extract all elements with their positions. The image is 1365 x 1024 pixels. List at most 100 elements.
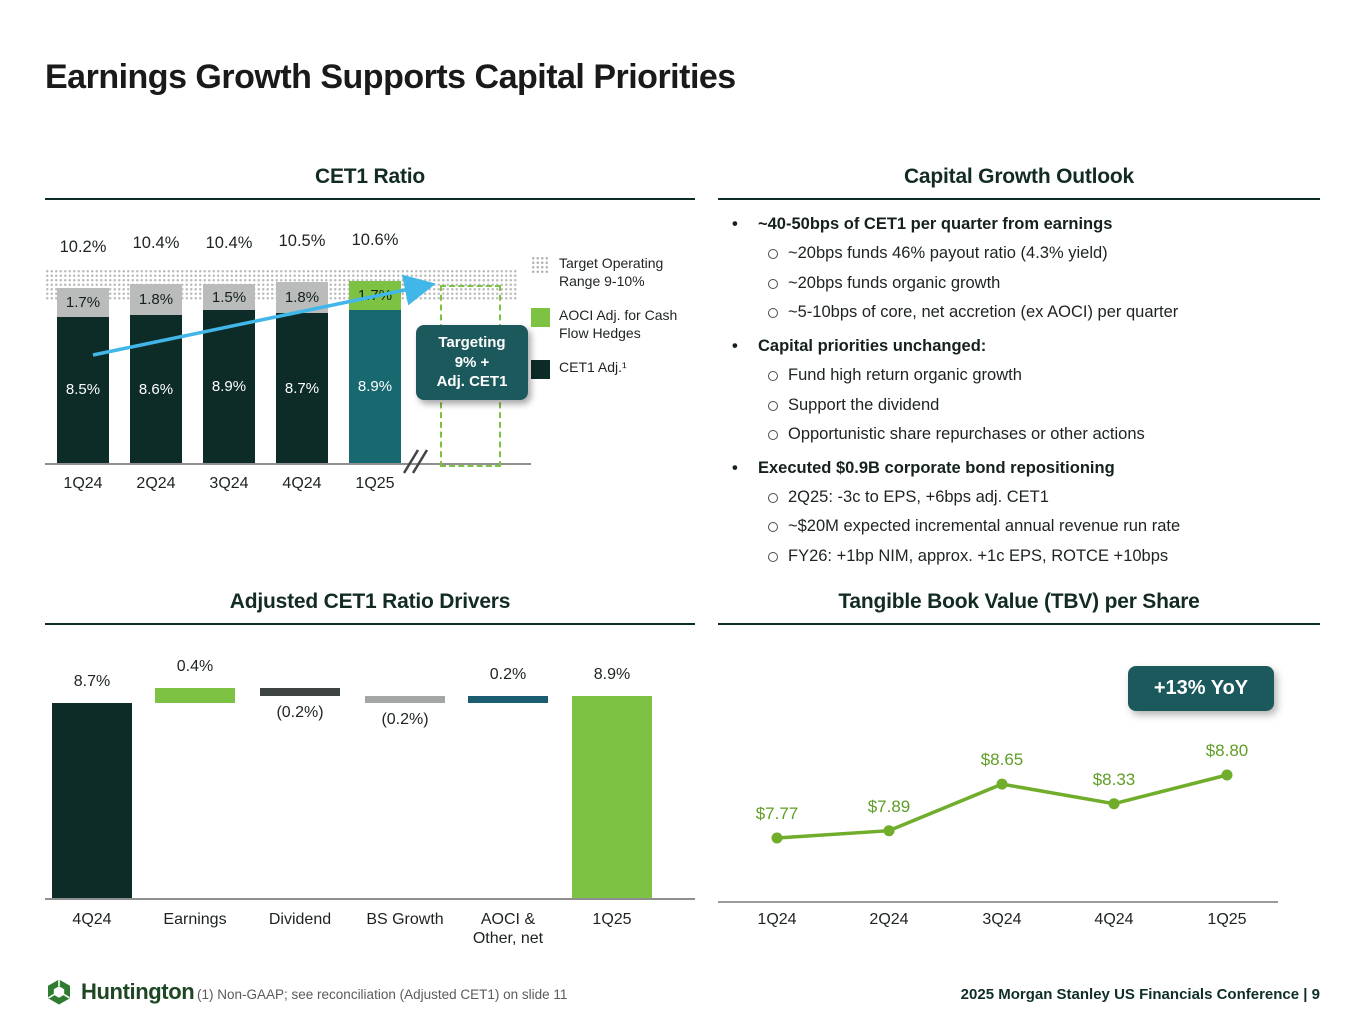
tbv-x-axis (718, 901, 1278, 903)
outlook-sub-text: Opportunistic share repurchases or other… (788, 425, 1145, 444)
cet1-bar-bottom-2Q24: 8.6% (130, 315, 182, 463)
tbv-chart-title: Tangible Book Value (TBV) per Share (718, 590, 1320, 625)
aoci-swatch-icon (531, 307, 550, 327)
tbv-line-icon (771, 769, 1233, 844)
waterfall-value-3: (0.2%) (381, 711, 429, 728)
cet1-axis-2Q24: 2Q24 (136, 475, 176, 492)
waterfall-bar-3 (365, 695, 445, 703)
waterfall-bar-5 (572, 695, 652, 898)
tbv-axis-3Q24: 3Q24 (982, 911, 1022, 928)
waterfall-value-4: 0.2% (489, 665, 527, 683)
tbv-axis-2Q24: 2Q24 (869, 911, 909, 928)
waterfall-value-0: 8.7% (73, 673, 111, 690)
bullet-dot-icon: • (732, 336, 738, 355)
cet1-chart: 8.5% 1.7% 10.2% 1Q24 8.6% 1.8% 10.4% 2Q24 8.9% 1.… (45, 203, 695, 565)
cet1-axis-1Q24: 1Q24 (63, 475, 103, 492)
outlook-sub-2-0: 2Q25: -3c to EPS, +6bps adj. CET1 (768, 487, 1320, 508)
tbv-chart: +13% YoY $7.77 1Q24 $7.89 2Q24 $8.65 3Q24 $8.3… (718, 628, 1320, 970)
sub-bullet-dot-icon (768, 551, 778, 562)
targeting-callout-line3: Adj. CET1 (436, 373, 508, 390)
waterfall-axis-1: Earnings (163, 911, 227, 928)
targeting-callout-line2: 9% + (454, 353, 490, 371)
waterfall-value-2: (0.2%) (276, 703, 324, 721)
outlook-bullet-2: • Executed $0.9B corporate bond repositio… (732, 458, 1320, 479)
cet1-legend: Target Operating Range 9-10% AOCI Adj. f… (531, 255, 691, 379)
outlook-sub-text: 2Q25: -3c to EPS, +6bps adj. CET1 (788, 487, 1049, 506)
tbv-value-1Q25: $8.80 (1205, 740, 1249, 760)
waterfall-chart-title: Adjusted CET1 Ratio Drivers (45, 590, 695, 625)
tbv-value-3Q24: $8.65 (980, 750, 1024, 770)
cet1-bar-top-2Q24: 1.8% (130, 284, 182, 316)
conference-footer: 2025 Morgan Stanley US Financials Confer… (960, 986, 1320, 1003)
outlook-sub-text: FY26: +1bp NIM, approx. +1c EPS, ROTCE +… (788, 546, 1169, 565)
huntington-logo: Huntington (45, 978, 195, 1006)
waterfall-axis-5: 1Q25 (592, 911, 632, 928)
cet1-chart-title: CET1 Ratio (45, 165, 695, 200)
cet1-axis-1Q25: 1Q25 (355, 475, 395, 492)
outlook-sub-text: Fund high return organic growth (788, 366, 1022, 385)
capital-growth-outlook-section: Capital Growth Outlook • ~40-50bps of CET… (718, 165, 1320, 575)
bullet-dot-icon: • (732, 458, 738, 477)
outlook-sub-2-1: ~$20M expected incremental annual revenu… (768, 516, 1320, 537)
cet1-total-1Q24: 10.2% (59, 237, 107, 256)
cet1-total-2Q24: 10.4% (132, 234, 180, 253)
bullet-dot-icon: • (732, 215, 738, 233)
sub-bullet-dot-icon (768, 308, 778, 319)
waterfall-axis-3: BS Growth (366, 911, 444, 928)
tbv-value-1Q24: $7.77 (755, 804, 799, 823)
cet1-bar-bottom-1Q24: 8.5% (57, 316, 109, 463)
legend-item-target-range: Target Operating Range 9-10% (531, 255, 691, 291)
outlook-sub-text: ~20bps funds 46% payout ratio (4.3% yiel… (788, 244, 1108, 263)
tbv-axis-1Q24: 1Q24 (757, 911, 797, 928)
tbv-axis-1Q25: 1Q25 (1207, 911, 1247, 928)
outlook-bullet-1: • Capital priorities unchanged: (732, 336, 1320, 357)
legend-item-aoci: AOCI Adj. for Cash Flow Hedges (531, 307, 691, 343)
cet1-bar-top-1Q25: 1.7% (349, 280, 401, 310)
outlook-sub-text: ~20bps funds organic growth (788, 273, 1001, 292)
waterfall-bar-2 (260, 688, 340, 696)
tbv-value-4Q24: $8.33 (1092, 769, 1136, 789)
cet1-adj-swatch-icon (531, 359, 550, 379)
legend-item-cet1-adj: CET1 Adj.¹ (531, 359, 691, 379)
waterfall-value-1: 0.4% (176, 658, 214, 675)
cet1-total-1Q25: 10.6% (351, 230, 399, 249)
outlook-sub-text: ~5-10bps of core, net accretion (ex AOCI… (788, 303, 1179, 322)
outlook-sub-1-2: Opportunistic share repurchases or other… (768, 424, 1320, 445)
waterfall-bar-4 (468, 695, 548, 703)
waterfall-x-axis (45, 898, 695, 900)
cet1-bar-top-3Q24: 1.5% (203, 284, 255, 310)
cet1-total-4Q24: 10.5% (278, 232, 326, 251)
cet1-axis-3Q24: 3Q24 (209, 475, 249, 492)
outlook-sub-1-1: Support the dividend (768, 395, 1320, 416)
huntington-hexagon-icon (47, 979, 71, 1005)
outlook-sub-1-0: Fund high return organic growth (768, 365, 1320, 386)
targeting-callout-line1: Targeting (438, 334, 506, 351)
outlook-sub-0-0: ~20bps funds 46% payout ratio (4.3% yiel… (768, 243, 1320, 264)
sub-bullet-dot-icon (768, 522, 778, 533)
targeting-callout: Targeting 9% + Adj. CET1 (416, 325, 528, 400)
footnote: (1) Non-GAAP; see reconciliation (Adjust… (197, 987, 568, 1002)
cet1-ratio-section: CET1 Ratio 8.5% 1.7% 10.2% 1Q24 8.6% 1.8% 10.4… (45, 165, 695, 565)
cet1-bar-bottom-4Q24: 8.7% (276, 313, 328, 463)
cet1-bar-top-1Q24: 1.7% (57, 287, 109, 317)
waterfall-axis-2: Dividend (268, 911, 332, 928)
outlook-bullet-text: Capital priorities unchanged: (758, 336, 987, 355)
tbv-value-2Q24: $7.89 (867, 796, 911, 816)
outlook-title: Capital Growth Outlook (718, 165, 1320, 200)
tbv-section: Tangible Book Value (TBV) per Share +13%… (718, 590, 1320, 970)
outlook-sub-0-2: ~5-10bps of core, net accretion (ex AOCI… (768, 302, 1320, 323)
yoy-badge: +13% YoY (1128, 666, 1274, 711)
sub-bullet-dot-icon (768, 371, 778, 382)
waterfall-axis-0: 4Q24 (72, 911, 112, 928)
cet1-bar-bottom-1Q25: 8.9% (349, 309, 401, 463)
target-range-swatch-icon (531, 256, 550, 275)
outlook-sub-text: ~$20M expected incremental annual revenu… (788, 517, 1181, 536)
legend-label: AOCI Adj. for Cash Flow Hedges (559, 306, 678, 341)
sub-bullet-dot-icon (768, 492, 778, 503)
waterfall-value-5: 8.9% (593, 665, 631, 683)
waterfall-axis-4: AOCI & Other, net (472, 911, 544, 948)
cet1-bar-top-4Q24: 1.8% (276, 282, 328, 314)
legend-label: Target Operating Range 9-10% (559, 255, 664, 289)
waterfall-bar-0 (52, 703, 132, 898)
